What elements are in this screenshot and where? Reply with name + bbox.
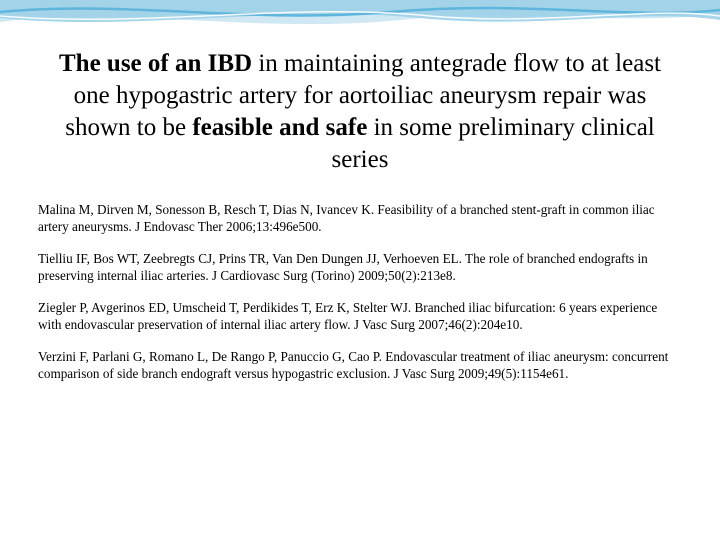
- citation-item: Verzini F, Parlani G, Romano L, De Rango…: [38, 349, 682, 382]
- citation-item: Malina M, Dirven M, Sonesson B, Resch T,…: [38, 202, 682, 235]
- headline-prefix-bold: The use of an IBD: [59, 50, 252, 77]
- citation-item: Ziegler P, Avgerinos ED, Umscheid T, Per…: [38, 300, 682, 333]
- slide-content: The use of an IBD in maintaining antegra…: [38, 48, 682, 398]
- headline-emphasis-bold: feasible and safe: [192, 114, 367, 141]
- slide-headline: The use of an IBD in maintaining antegra…: [38, 48, 682, 176]
- headline-tail: in some preliminary clinical series: [332, 114, 655, 173]
- decorative-wave-header: [0, 0, 720, 40]
- citation-item: Tielliu IF, Bos WT, Zeebregts CJ, Prins …: [38, 251, 682, 284]
